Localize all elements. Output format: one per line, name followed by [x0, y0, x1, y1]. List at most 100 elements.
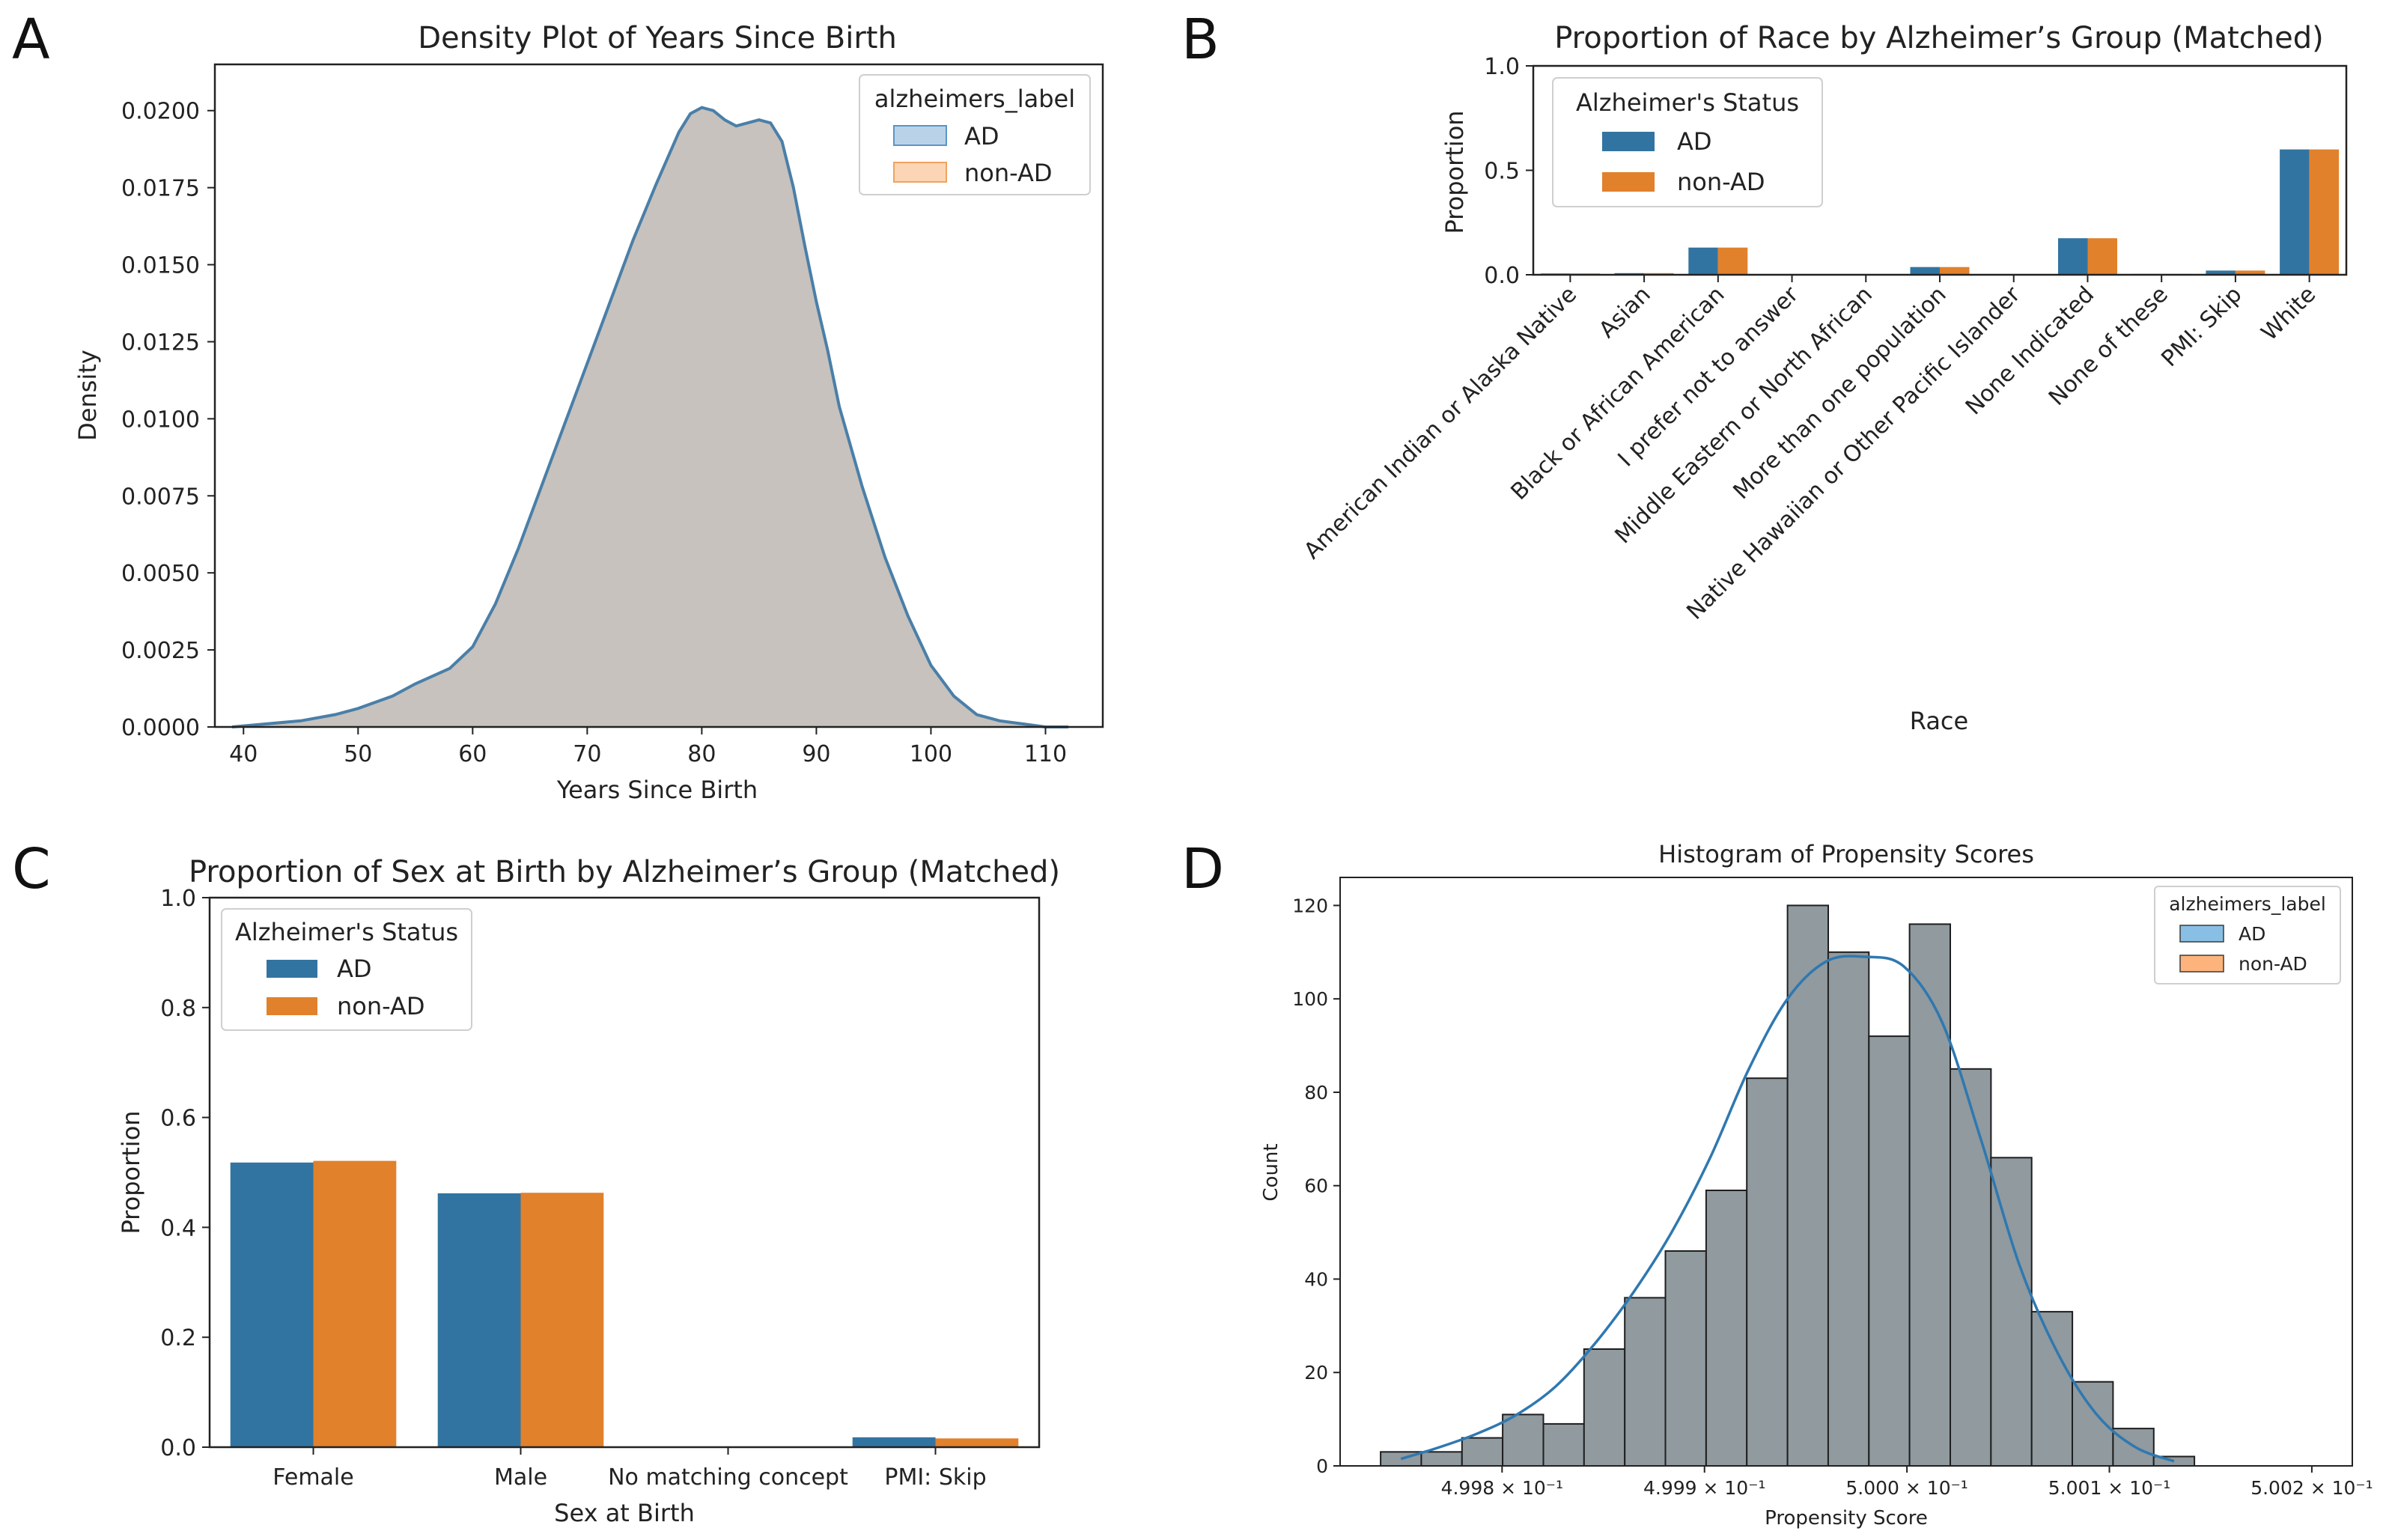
y-tick-label: 0.0175 [121, 176, 200, 202]
legend-label-ad: AD [1677, 127, 1712, 156]
legend: Alzheimer's Status AD non-AD [221, 908, 472, 1031]
y-tick-label: 1.0 [160, 886, 196, 912]
histogram-bar [1705, 1190, 1748, 1467]
y-tick-label: 20 [1304, 1362, 1328, 1384]
y-tick-label: 40 [1304, 1268, 1328, 1290]
legend-swatch-ad [2179, 925, 2224, 943]
x-tick-label: Male [494, 1464, 547, 1491]
y-tick-label: 0.0 [1484, 263, 1520, 289]
histogram-bar [1950, 1068, 1992, 1467]
bar-non-ad-white [2309, 149, 2340, 275]
x-tick-label: 5.001 × 10⁻¹ [2048, 1477, 2170, 1499]
y-tick-label: 0.0000 [121, 715, 200, 741]
legend-title: Alzheimer's Status [1576, 88, 1799, 117]
histogram-bar [1786, 904, 1830, 1467]
x-axis-label: Years Since Birth [556, 776, 758, 804]
x-axis-label: Sex at Birth [554, 1499, 695, 1527]
histogram-bar [1542, 1422, 1585, 1467]
bar-ad-female [230, 1162, 314, 1447]
histogram-bar [1827, 951, 1870, 1467]
y-tick-label: 0.0025 [121, 638, 200, 664]
y-tick-label: 0.0125 [121, 329, 200, 356]
density-line [231, 106, 1069, 728]
x-tick-label: None Indicated [1961, 281, 2099, 420]
legend-swatch-non-ad [1602, 172, 1655, 192]
propensity-histogram-panel: Histogram of Propensity Scores 0 20 40 60 80… [1260, 840, 2373, 1530]
y-tick-label: 1.0 [1484, 54, 1520, 80]
x-tick-label: No matching concept [608, 1464, 848, 1491]
x-tick-label: White [2256, 281, 2321, 346]
histogram-bar [2030, 1311, 2074, 1467]
y-tick-label: 120 [1292, 895, 1328, 916]
bar-ad-male [437, 1193, 521, 1447]
legend-label-non-ad: non-AD [1677, 168, 1765, 196]
legend-swatch-non-ad [2179, 955, 2224, 973]
panel-letter-d: D [1181, 837, 1224, 901]
legend-title: alzheimers_label [874, 85, 1075, 113]
legend: alzheimers_label AD non-AD [2154, 886, 2341, 984]
panel-letter-c: C [12, 837, 51, 901]
legend: alzheimers_label AD non-AD [859, 74, 1091, 195]
bar-non-ad-female [313, 1160, 397, 1447]
y-tick-label: 0.5 [1484, 159, 1520, 185]
plot-frame [213, 63, 1104, 728]
y-tick-label: 0.0075 [121, 484, 200, 510]
y-tick-label: 0.2 [160, 1325, 196, 1351]
legend-swatch-non-ad [267, 997, 317, 1015]
histogram-bar [1908, 923, 1952, 1467]
y-tick-label: 0.8 [160, 996, 196, 1022]
x-tick-label: 40 [229, 741, 258, 767]
legend-title: alzheimers_label [2169, 893, 2326, 915]
x-tick-label: 60 [458, 741, 487, 767]
x-tick-label: PMI: Skip [884, 1464, 986, 1491]
legend-swatch-ad [267, 960, 317, 978]
legend-label-non-ad: non-AD [964, 159, 1053, 187]
bar-ad-pmi-skip [852, 1437, 936, 1447]
y-axis-label: Density [73, 350, 102, 441]
plot-frame [208, 896, 1041, 1449]
x-axis-label: Propensity Score [1765, 1507, 1928, 1530]
legend: Alzheimer's Status AD non-AD [1552, 77, 1823, 207]
x-tick-label: Female [273, 1464, 353, 1491]
x-tick-label: 4.998 × 10⁻¹ [1441, 1477, 1563, 1499]
histogram-bar [2112, 1428, 2155, 1467]
y-tick-label: 0.0050 [121, 561, 200, 587]
bar-non-ad-none-indicated [2087, 238, 2117, 275]
x-tick-label: 100 [910, 741, 952, 767]
bar-ad-pmi-skip [2206, 270, 2236, 275]
legend-label-ad: AD [337, 955, 372, 983]
density-plot-panel: Density Plot of Years Since Birth 40 50 60… [73, 21, 1104, 804]
x-tick-label: PMI: Skip [2156, 281, 2247, 372]
x-tick-label: 90 [802, 741, 830, 767]
histogram-bar [1746, 1077, 1789, 1467]
x-tick-label: 80 [687, 741, 716, 767]
race-proportion-panel: Proportion of Race by Alzheimer’s Group … [1299, 21, 2348, 735]
y-axis-label: Proportion [1440, 110, 1469, 234]
panel-letter-a: A [12, 7, 50, 72]
plot-frame [1339, 877, 2353, 1467]
bar-non-ad-pmi-skip [935, 1438, 1019, 1447]
histogram-bar [1461, 1437, 1504, 1467]
legend-label-ad: AD [2239, 923, 2265, 945]
y-tick-label: 80 [1304, 1082, 1328, 1104]
legend-label-non-ad: non-AD [337, 992, 425, 1020]
legend-swatch-ad [1602, 132, 1655, 151]
histogram-bar [1583, 1348, 1626, 1467]
histogram-bar [1990, 1157, 2033, 1467]
bar-non-ad-male [520, 1193, 604, 1447]
bar-ad-black-or-african-american [1688, 247, 1718, 275]
bar-ad-white [2280, 149, 2310, 275]
kde-line [1400, 955, 2175, 1463]
y-tick-label: 0 [1316, 1455, 1328, 1477]
y-tick-label: 0.0150 [121, 253, 200, 279]
y-axis-label: Count [1260, 1143, 1282, 1201]
histogram-bar [1502, 1413, 1544, 1467]
x-tick-label: Middle Eastern or North African [1610, 281, 1878, 549]
legend-swatch-ad [893, 125, 947, 146]
bar-non-ad-pmi-skip [2235, 270, 2265, 275]
legend-label-ad: AD [964, 122, 999, 150]
histogram-bar [1868, 1035, 1911, 1467]
x-axis-label: Race [1910, 707, 1968, 735]
x-tick-label: 70 [573, 741, 601, 767]
